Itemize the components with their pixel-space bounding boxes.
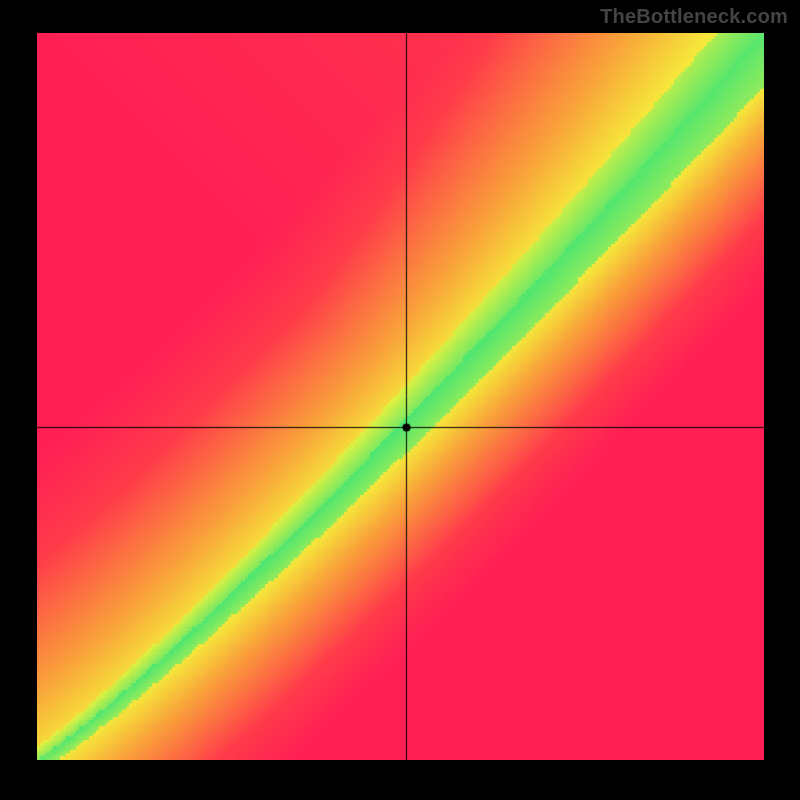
watermark-text: TheBottleneck.com bbox=[600, 6, 788, 29]
bottleneck-heatmap bbox=[37, 33, 764, 760]
